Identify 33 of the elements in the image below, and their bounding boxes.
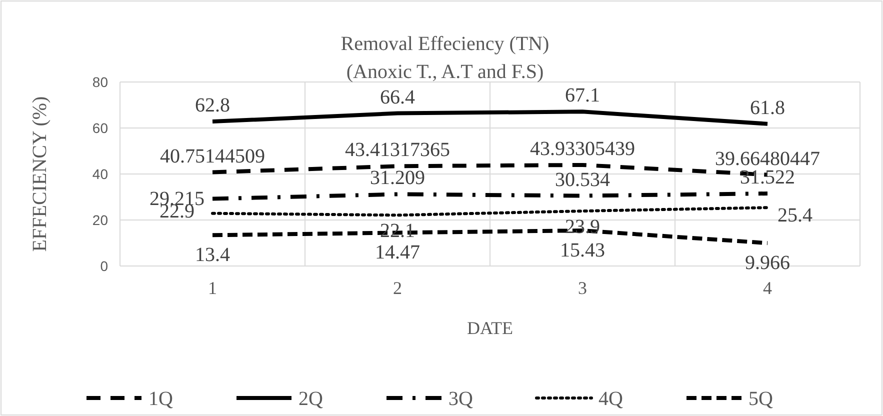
data-label: 25.4 [778, 204, 812, 227]
x-tick-label: 2 [393, 278, 402, 298]
legend-label: 4Q [598, 388, 624, 410]
data-label: 30.534 [555, 168, 610, 191]
y-axis-title: EFFECIENCY (%) [29, 96, 51, 252]
y-tick-label: 20 [92, 212, 108, 228]
x-tick-label: 4 [763, 278, 772, 298]
data-label: 66.4 [380, 86, 415, 108]
y-tick-label: 0 [100, 258, 108, 274]
chart-title: Removal Effeciency (TN) [340, 33, 550, 55]
x-tick-label: 3 [578, 278, 587, 298]
chart-subtitle: (Anoxic T., A.T and F.S) [346, 61, 544, 83]
data-label: 13.4 [195, 244, 230, 266]
x-axis-title: DATE [467, 318, 513, 338]
y-tick-label: 60 [92, 120, 108, 136]
legend-label: 1Q [148, 388, 174, 410]
data-label: 15.43 [560, 240, 605, 262]
data-label: 43.93305439 [530, 138, 635, 160]
legend-label: 3Q [448, 388, 474, 410]
data-label: 9.966 [745, 252, 790, 274]
y-tick-label: 80 [92, 74, 108, 90]
data-label: 31.209 [370, 167, 425, 190]
data-label: 62.8 [195, 94, 230, 117]
data-label: 43.41317365 [345, 139, 450, 162]
data-label: 61.8 [750, 96, 785, 119]
data-label: 14.47 [375, 242, 420, 264]
data-label: 40.75144509 [160, 145, 265, 168]
y-tick-label: 40 [92, 166, 108, 182]
data-label: 67.1 [565, 84, 600, 107]
legend-label: 5Q [748, 388, 774, 410]
line-series [211, 206, 769, 217]
x-tick-label: 1 [208, 278, 217, 298]
legend-label: 2Q [298, 388, 324, 410]
